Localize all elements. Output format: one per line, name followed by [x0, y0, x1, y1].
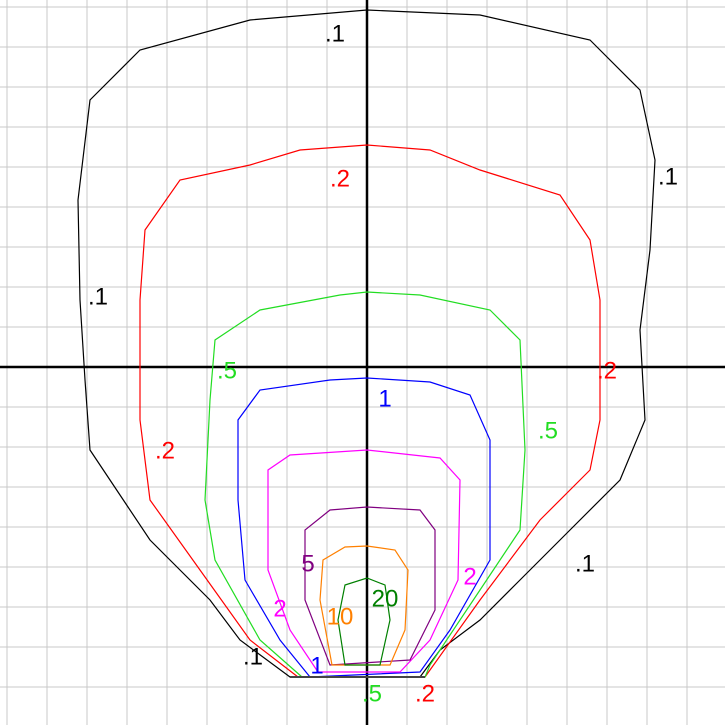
contour-line: [77, 9, 656, 678]
contour-label: 20: [372, 585, 399, 612]
contour-label: .1: [325, 20, 345, 47]
contour-line: [267, 449, 461, 673]
contour-label: 2: [463, 563, 476, 590]
contour-label: .1: [243, 643, 263, 670]
contour-label: .1: [658, 163, 678, 190]
contour-label: .5: [362, 680, 382, 707]
contour-label: .2: [415, 680, 435, 707]
contour-line: [204, 291, 526, 678]
contour-line: [319, 545, 409, 666]
contour-label: .2: [597, 357, 617, 384]
contour-label: .2: [155, 437, 175, 464]
contour-label: 5: [301, 550, 314, 577]
contour-line: [337, 577, 391, 666]
contour-line: [139, 144, 601, 678]
contour-label: 2: [273, 595, 286, 622]
contour-label: .5: [217, 357, 237, 384]
contour-label: 1: [378, 385, 391, 412]
contour-label: .5: [538, 417, 558, 444]
contour-label: .1: [88, 283, 108, 310]
contour-label: 1: [310, 652, 323, 679]
contour-label: .2: [330, 165, 350, 192]
contour-label: .1: [575, 550, 595, 577]
contour-line: [237, 377, 491, 678]
contour-line: [304, 506, 436, 666]
contour-label: 10: [327, 603, 354, 630]
